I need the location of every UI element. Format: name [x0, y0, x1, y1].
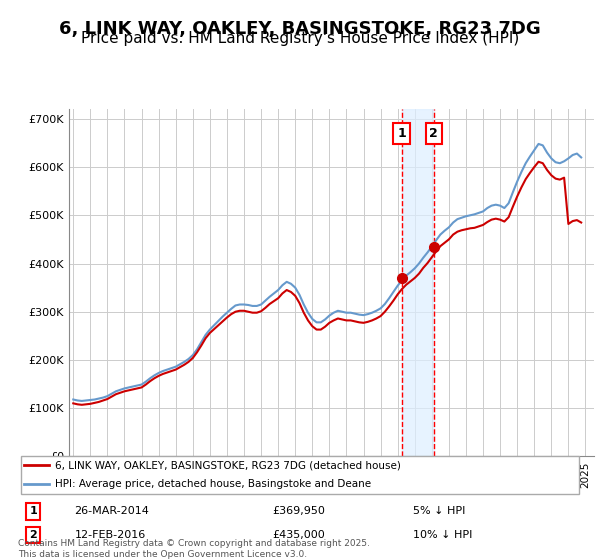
Text: Price paid vs. HM Land Registry's House Price Index (HPI): Price paid vs. HM Land Registry's House …: [81, 31, 519, 46]
Text: 1: 1: [29, 506, 37, 516]
Text: £435,000: £435,000: [272, 530, 325, 540]
Text: HPI: Average price, detached house, Basingstoke and Deane: HPI: Average price, detached house, Basi…: [55, 479, 371, 489]
Text: 6, LINK WAY, OAKLEY, BASINGSTOKE, RG23 7DG: 6, LINK WAY, OAKLEY, BASINGSTOKE, RG23 7…: [59, 20, 541, 38]
Text: 2: 2: [430, 127, 438, 140]
Text: 12-FEB-2016: 12-FEB-2016: [74, 530, 146, 540]
FancyBboxPatch shape: [21, 456, 579, 493]
Text: 5% ↓ HPI: 5% ↓ HPI: [413, 506, 465, 516]
Text: £369,950: £369,950: [272, 506, 325, 516]
Text: Contains HM Land Registry data © Crown copyright and database right 2025.
This d: Contains HM Land Registry data © Crown c…: [18, 539, 370, 559]
Text: 6, LINK WAY, OAKLEY, BASINGSTOKE, RG23 7DG (detached house): 6, LINK WAY, OAKLEY, BASINGSTOKE, RG23 7…: [55, 460, 401, 470]
Text: 2: 2: [29, 530, 37, 540]
Text: 10% ↓ HPI: 10% ↓ HPI: [413, 530, 472, 540]
Text: 26-MAR-2014: 26-MAR-2014: [74, 506, 149, 516]
Bar: [401, 109, 434, 456]
Text: 1: 1: [397, 127, 406, 140]
